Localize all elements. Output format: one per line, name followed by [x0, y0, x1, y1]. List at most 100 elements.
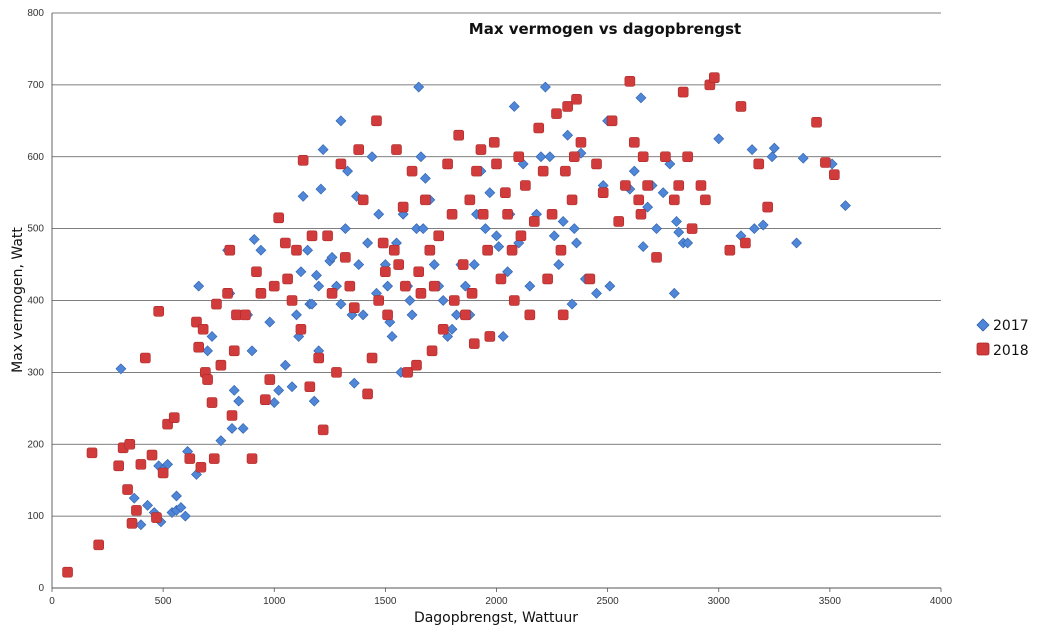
point-2017-51: [335, 115, 347, 127]
point-2018-39: [268, 280, 280, 292]
point-2017-25: [237, 423, 249, 434]
point-2018-24: [206, 397, 218, 408]
point-2018-69: [393, 259, 405, 270]
point-2018-76: [415, 288, 427, 299]
point-2018-130: [633, 194, 645, 206]
legend-item-2018: 2018: [976, 342, 1029, 359]
point-2018-40: [273, 212, 284, 224]
point-2018-121: [575, 137, 587, 148]
x-tick-label-5: 2500: [597, 596, 620, 607]
point-2018-79: [426, 345, 438, 357]
x-tick-label-8: 4000: [930, 596, 953, 607]
y-tick-label-6: 600: [27, 152, 44, 163]
point-2018-35: [251, 266, 262, 278]
point-2017-63: [373, 208, 385, 220]
point-2018-133: [642, 180, 653, 191]
point-2018-72: [402, 367, 413, 378]
y-tick-label-3: 300: [27, 367, 44, 378]
point-2017-74: [404, 295, 416, 306]
legend-item-2017: 2017: [976, 318, 1029, 334]
point-2017-54: [342, 165, 354, 177]
x-tick-label-7: 3500: [819, 596, 842, 607]
point-2017-32: [273, 384, 285, 396]
point-2017-19: [215, 435, 227, 447]
y-tick-label-4: 400: [27, 296, 44, 307]
point-2018-81: [433, 230, 445, 242]
point-2018-84: [446, 208, 458, 220]
point-2018-112: [546, 208, 558, 220]
point-2018-65: [380, 266, 391, 278]
point-2018-7: [126, 518, 138, 529]
point-2018-52: [326, 288, 338, 299]
x-tick-label-6: 3000: [708, 596, 731, 607]
point-2017-96: [491, 230, 502, 242]
series-2018: [62, 72, 840, 578]
point-2018-57: [348, 302, 360, 313]
point-2018-44: [291, 244, 302, 256]
point-2018-137: [673, 180, 685, 191]
point-2018-43: [286, 295, 298, 306]
point-2018-89: [464, 194, 476, 206]
point-2018-19: [193, 341, 204, 353]
legend-label-2017: 2017: [993, 318, 1029, 334]
point-2017-128: [651, 223, 662, 235]
point-2017-56: [348, 377, 360, 389]
point-2018-80: [428, 280, 440, 292]
x-tick-label-0: 0: [49, 596, 55, 607]
point-2018-106: [520, 180, 531, 191]
x-tick-label-2: 1000: [263, 596, 286, 607]
point-2018-139: [682, 151, 693, 163]
point-2017-68: [386, 331, 398, 342]
point-2018-17: [184, 453, 196, 464]
point-2018-108: [528, 216, 540, 227]
point-2017-58: [353, 259, 365, 270]
point-2017-133: [673, 226, 685, 238]
point-2018-1: [86, 447, 98, 459]
point-2018-2: [93, 539, 104, 551]
point-2018-131: [635, 208, 647, 220]
y-tick-label-1: 100: [27, 511, 44, 522]
point-2018-45: [295, 323, 307, 335]
chart-title: Max vermogen vs dagopbrengst: [469, 20, 741, 38]
point-2017-24: [233, 395, 245, 407]
point-2017-41: [306, 298, 318, 310]
point-2018-12: [151, 512, 162, 523]
point-2018-146: [735, 101, 747, 112]
point-2018-10: [140, 352, 151, 364]
point-2017-121: [604, 280, 616, 292]
point-2018-32: [231, 309, 242, 321]
point-2018-64: [377, 237, 389, 249]
point-2018-125: [606, 115, 618, 127]
point-2018-26: [211, 298, 222, 310]
point-2017-84: [437, 295, 449, 306]
point-2017-28: [248, 233, 260, 245]
point-2017-30: [264, 316, 276, 328]
point-2018-66: [382, 309, 393, 321]
point-2018-53: [331, 367, 342, 378]
point-2017-22: [226, 423, 238, 434]
point-2017-2: [135, 519, 147, 531]
point-2018-62: [371, 115, 382, 127]
point-2018-126: [613, 216, 625, 227]
point-2018-33: [240, 309, 251, 321]
point-2018-117: [562, 101, 573, 112]
point-2017-33: [279, 359, 291, 371]
point-2018-14: [157, 467, 169, 479]
point-2018-0: [62, 566, 73, 578]
point-2017-115: [571, 237, 582, 249]
x-tick-label-4: 2000: [485, 596, 508, 607]
point-2018-85: [448, 295, 460, 306]
point-2018-128: [624, 75, 636, 87]
point-2018-36: [255, 288, 267, 299]
point-2018-9: [135, 459, 147, 470]
point-2017-126: [642, 201, 654, 213]
point-2018-115: [557, 309, 569, 321]
point-2018-97: [488, 137, 500, 148]
point-2018-49: [313, 352, 325, 364]
point-2018-100: [500, 187, 511, 198]
point-2018-136: [668, 194, 680, 206]
point-2018-73: [406, 165, 418, 177]
point-2017-45: [313, 280, 325, 292]
point-2017-52: [335, 298, 347, 310]
